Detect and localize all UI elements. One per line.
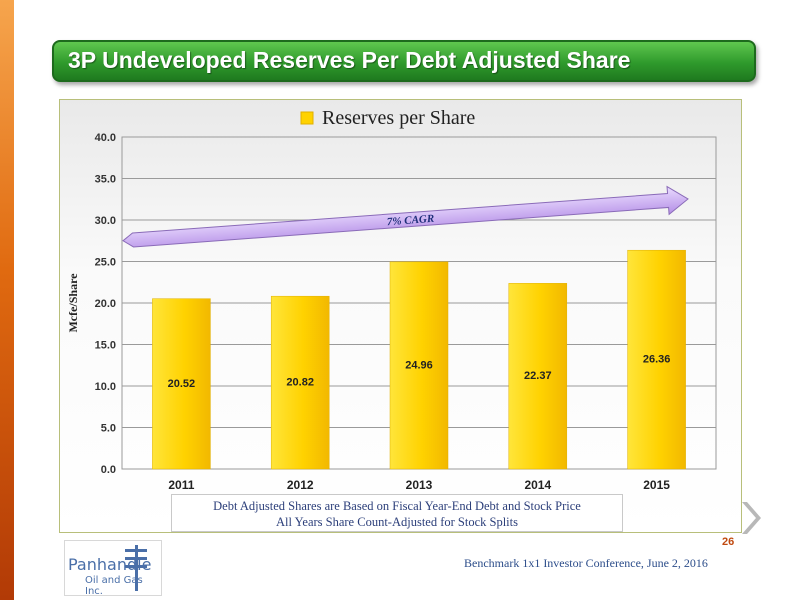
legend-label: Reserves per Share <box>322 107 475 129</box>
y-tick-label: 30.0 <box>95 215 116 227</box>
y-tick-label: 25.0 <box>95 257 116 269</box>
side-accent-bar <box>0 0 14 600</box>
y-tick-label: 10.0 <box>95 381 116 393</box>
y-tick-label: 5.0 <box>101 423 116 435</box>
chart-frame: 0.0 5.0 10.0 15.0 20.0 25.0 30.0 35.0 40.0 Mcfe/S… <box>59 99 742 533</box>
bar-data-label: 24.96 <box>405 359 433 371</box>
legend-swatch <box>300 111 314 125</box>
x-tick-label: 2013 <box>406 478 433 492</box>
x-tick-label: 2012 <box>287 478 314 492</box>
chevron-right-icon[interactable] <box>738 500 762 536</box>
y-tick-label: 40.0 <box>95 132 116 144</box>
bar-data-label: 26.36 <box>643 354 671 366</box>
footer-event-text: Benchmark 1x1 Investor Conference, June … <box>464 556 708 570</box>
page-number: 26 <box>722 536 735 548</box>
bar-data-label: 20.52 <box>168 378 196 390</box>
bar <box>508 283 568 470</box>
y-tick-label: 0.0 <box>101 464 116 476</box>
cagr-arrow-shape <box>122 185 689 248</box>
y-tick-label: 35.0 <box>95 174 116 186</box>
bar-data-label: 20.82 <box>286 377 314 389</box>
footnote-box: Debt Adjusted Shares are Based on Fiscal… <box>171 494 623 532</box>
derrick-icon <box>125 545 147 591</box>
slide-title: 3P Undeveloped Reserves Per Debt Adjuste… <box>68 47 631 73</box>
bar-data-label: 22.37 <box>524 370 552 382</box>
title-banner: 3P Undeveloped Reserves Per Debt Adjuste… <box>52 40 756 82</box>
reserves-bar-chart: 0.0 5.0 10.0 15.0 20.0 25.0 30.0 35.0 40.0 Mcfe/S… <box>66 107 717 492</box>
x-tick-label: 2011 <box>168 478 194 492</box>
cagr-label: 7% CAGR <box>387 213 435 228</box>
company-logo: Panhandle Oil and Gas Inc. <box>64 540 162 597</box>
cagr-arrow: 7% CAGR <box>122 185 689 248</box>
y-tick-label: 20.0 <box>95 298 116 310</box>
bar <box>389 261 449 470</box>
footnote-line-1: Debt Adjusted Shares are Based on Fiscal… <box>213 499 581 513</box>
x-tick-label: 2014 <box>524 478 551 492</box>
bar <box>152 298 211 470</box>
bar <box>627 249 686 470</box>
footnote-line-2: All Years Share Count-Adjusted for Stock… <box>275 515 518 529</box>
x-tick-label: 2015 <box>643 478 670 492</box>
y-tick-label: 15.0 <box>95 340 116 352</box>
bar <box>270 295 330 470</box>
logo-name: Panhandle <box>68 555 152 574</box>
logo-subtitle: Oil and Gas Inc. <box>85 575 143 597</box>
y-axis-label: Mcfe/Share <box>66 273 80 333</box>
